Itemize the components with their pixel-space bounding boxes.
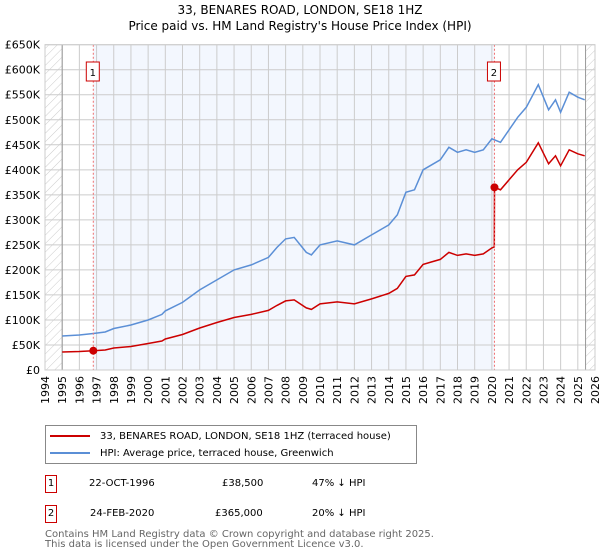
chart-subtitle: Price paid vs. HM Land Registry's House … — [128, 19, 471, 33]
y-tick-label: £650K — [5, 39, 41, 52]
sale-row-1: 1 22-OCT-1996 £38,500 47% ↓ HPI — [45, 475, 425, 493]
x-tick-label: 2002 — [177, 376, 190, 404]
x-tick-label: 2018 — [452, 376, 465, 404]
x-tick-label: 2020 — [486, 376, 499, 404]
legend-label: 33, BENARES ROAD, LONDON, SE18 1HZ (terr… — [100, 430, 391, 442]
x-tick-label: 1996 — [73, 376, 86, 404]
x-tick-label: 2023 — [537, 376, 550, 404]
x-tick-label: 1994 — [39, 376, 52, 404]
legend-label: HPI: Average price, terraced house, Gree… — [100, 447, 334, 459]
legend-item-price-paid: 33, BENARES ROAD, LONDON, SE18 1HZ (terr… — [50, 429, 391, 443]
x-tick-label: 2024 — [555, 376, 568, 404]
y-tick-label: £400K — [5, 164, 41, 177]
sale-price: £365,000 — [215, 508, 263, 519]
x-tick-label: 2026 — [589, 376, 600, 404]
footer-licence: This data is licensed under the Open Gov… — [45, 539, 364, 550]
x-tick-label: 2025 — [572, 376, 585, 404]
y-tick-label: £150K — [5, 289, 41, 302]
plot-border — [44, 44, 596, 371]
footer-copyright: Contains HM Land Registry data © Crown c… — [45, 529, 434, 540]
x-tick-label: 2015 — [400, 376, 413, 404]
sale-badge: 2 — [45, 505, 57, 523]
sale-date: 22-OCT-1996 — [89, 478, 155, 489]
x-tick-label: 2008 — [280, 376, 293, 404]
sale-marker-box — [486, 61, 501, 82]
sale-point — [490, 183, 499, 192]
x-tick-label: 2000 — [142, 376, 155, 404]
x-tick-label: 1997 — [91, 376, 104, 404]
y-tick-label: £250K — [5, 239, 41, 252]
sale-row-2: 2 24-FEB-2020 £365,000 20% ↓ HPI — [45, 505, 425, 523]
x-tick-label: 2003 — [194, 376, 207, 404]
x-tick-label: 2005 — [228, 376, 241, 404]
chart-title: 33, BENARES ROAD, LONDON, SE18 1HZ — [177, 3, 422, 17]
legend-swatch-red — [50, 435, 90, 437]
x-tick-label: 2010 — [314, 376, 327, 404]
x-tick-label: 2007 — [262, 376, 275, 404]
x-tick-label: 2022 — [520, 376, 533, 404]
price-chart: 33, BENARES ROAD, LONDON, SE18 1HZ Price… — [5, 3, 600, 404]
legend-item-hpi: HPI: Average price, terraced house, Gree… — [50, 446, 334, 460]
price-paid-line — [62, 141, 585, 353]
y-tick-label: £450K — [5, 139, 41, 152]
y-tick-label: £500K — [5, 114, 41, 127]
x-tick-label: 1999 — [125, 376, 138, 404]
ownership-shaded-region — [93, 44, 495, 370]
y-tick-label: £100K — [5, 314, 41, 327]
y-tick-label: £50K — [12, 339, 41, 352]
sale-marker-box — [85, 61, 100, 82]
x-tick-label: 2006 — [245, 376, 258, 404]
x-tick-label: 2011 — [331, 376, 344, 404]
x-tick-label: 2009 — [297, 376, 310, 404]
hatched-region-after — [585, 44, 595, 370]
x-tick-label: 2016 — [417, 376, 430, 404]
x-tick-label: 2021 — [503, 376, 516, 404]
x-tick-label: 2019 — [469, 376, 482, 404]
x-tick-label: 2014 — [383, 376, 396, 404]
legend: 33, BENARES ROAD, LONDON, SE18 1HZ (terr… — [45, 425, 417, 464]
x-tick-label: 2012 — [348, 376, 361, 404]
x-tick-label: 1998 — [108, 376, 121, 404]
sale-hpi-diff: 20% ↓ HPI — [312, 508, 366, 519]
y-tick-label: £200K — [5, 264, 41, 277]
x-tick-label: 1995 — [56, 376, 69, 404]
footer: Contains HM Land Registry data © Crown c… — [45, 530, 434, 550]
sale-marker-label: 1 — [90, 68, 96, 79]
x-tick-label: 2004 — [211, 376, 224, 404]
sale-marker-label: 2 — [491, 68, 497, 79]
x-tick-label: 2017 — [434, 376, 447, 404]
hpi-line — [62, 82, 585, 337]
sale-point — [89, 346, 98, 355]
y-tick-label: £350K — [5, 189, 41, 202]
y-tick-label: £600K — [5, 64, 41, 77]
x-tick-label: 2013 — [366, 376, 379, 404]
sale-badge: 1 — [45, 475, 57, 493]
legend-swatch-blue — [50, 452, 90, 454]
hatched-region-before — [45, 44, 63, 370]
y-tick-label: £300K — [5, 214, 41, 227]
y-tick-label: £550K — [5, 89, 41, 102]
sale-price: £38,500 — [222, 478, 264, 489]
x-tick-label: 2001 — [159, 376, 172, 404]
y-tick-label: £0 — [26, 364, 40, 377]
sale-hpi-diff: 47% ↓ HPI — [312, 478, 366, 489]
sale-date: 24-FEB-2020 — [90, 508, 155, 519]
